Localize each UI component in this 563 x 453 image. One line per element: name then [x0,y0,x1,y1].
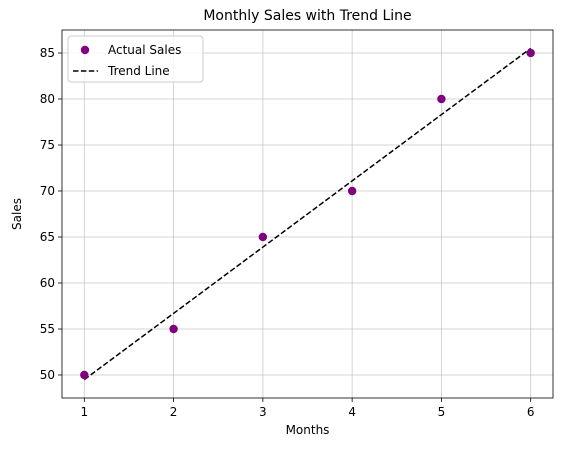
legend-label: Trend Line [107,64,170,78]
plot-area [80,47,535,381]
x-tick-label: 2 [170,405,178,419]
x-tick-label: 5 [438,405,446,419]
y-tick-label: 80 [40,92,55,106]
legend-label: Actual Sales [108,43,181,57]
y-tick-label: 85 [40,46,55,60]
y-tick-label: 70 [40,184,55,198]
grid [62,30,553,398]
data-point [258,232,268,242]
data-point [437,94,446,104]
x-tick-label: 4 [348,405,356,419]
y-tick-label: 65 [40,230,55,244]
x-tick-label: 6 [527,405,535,419]
y-tick-label: 55 [40,322,55,336]
legend-marker-scatter [80,45,90,55]
x-tick-label: 1 [80,405,88,419]
data-point [80,370,89,380]
x-axis-label: Months [286,423,330,437]
legend-box [67,35,204,83]
y-tick-label: 75 [40,138,55,152]
chart-title: Monthly Sales with Trend Line [203,8,411,24]
data-point [169,324,178,334]
y-tick-label: 50 [40,368,55,382]
data-point [526,48,535,58]
y-tick-label: 60 [40,276,55,290]
y-axis-label: Sales [10,198,24,230]
axes-frame [61,29,554,399]
x-tick-label: 3 [259,405,267,419]
data-point [347,186,357,196]
legend: Actual Sales Trend Line [67,35,204,83]
trend-line [83,47,532,381]
axes: 1 2 3 4 5 6 50 55 60 65 70 75 80 85 [40,29,554,419]
